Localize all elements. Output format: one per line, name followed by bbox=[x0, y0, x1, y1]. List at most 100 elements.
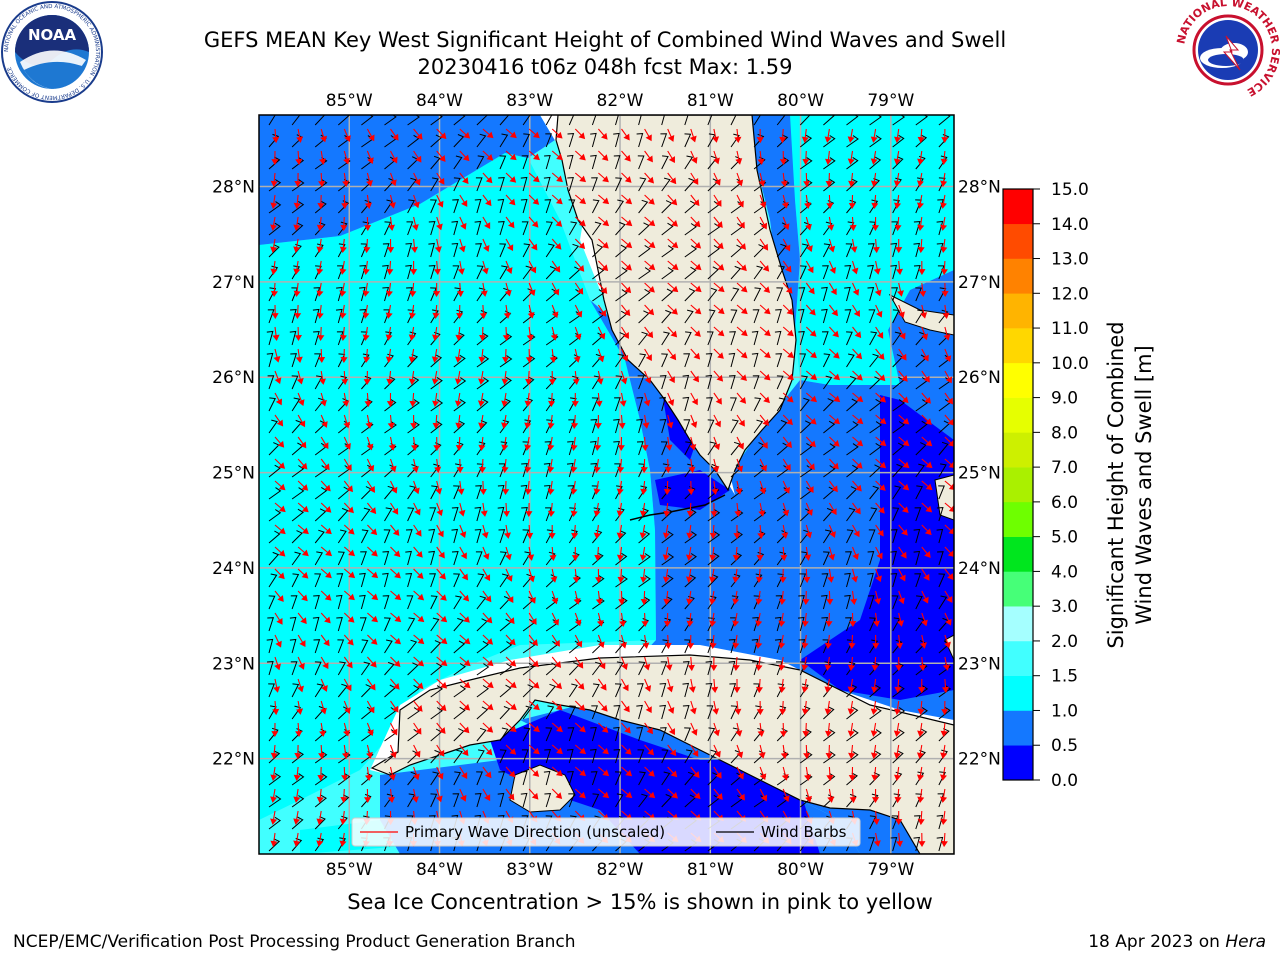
wind-barb bbox=[753, 397, 762, 412]
wave-arrow bbox=[898, 392, 909, 404]
wave-arrow bbox=[875, 348, 885, 360]
wave-arrow bbox=[644, 172, 655, 184]
wind-barb bbox=[890, 573, 898, 588]
wave-arrow bbox=[594, 546, 602, 562]
wind-barb bbox=[707, 727, 716, 742]
wind-barb bbox=[613, 155, 621, 170]
wind-barb bbox=[268, 683, 275, 698]
wave-arrow bbox=[713, 722, 720, 737]
wave-arrow bbox=[294, 326, 302, 342]
colorbar-cell bbox=[1003, 189, 1033, 225]
wave-arrow bbox=[852, 458, 863, 469]
wind-barb bbox=[683, 419, 691, 434]
wave-arrow bbox=[362, 260, 370, 275]
wave-arrow bbox=[482, 612, 493, 624]
wind-barb bbox=[384, 221, 392, 236]
wind-barb bbox=[915, 463, 925, 478]
wave-arrow bbox=[644, 370, 652, 384]
wave-arrow bbox=[851, 568, 858, 583]
wind-barb bbox=[890, 264, 898, 280]
wave-arrow bbox=[459, 700, 471, 711]
wave-arrow bbox=[274, 656, 281, 671]
wave-arrow bbox=[852, 282, 860, 296]
wave-arrow bbox=[853, 855, 859, 867]
wave-arrow bbox=[733, 525, 741, 540]
wind-barb bbox=[266, 330, 274, 346]
wind-barb bbox=[937, 199, 945, 214]
wind-barb bbox=[660, 441, 668, 456]
wave-arrow bbox=[941, 678, 950, 694]
wave-arrow bbox=[270, 282, 279, 298]
wave-arrow bbox=[505, 546, 512, 561]
wind-barb bbox=[730, 115, 737, 126]
wind-barb bbox=[615, 199, 625, 214]
wind-barb bbox=[914, 573, 922, 588]
wave-arrow bbox=[547, 436, 555, 451]
wave-arrow bbox=[805, 326, 817, 337]
wave-arrow bbox=[617, 458, 625, 473]
wave-arrow bbox=[759, 370, 771, 381]
wave-arrow bbox=[551, 260, 561, 273]
wave-arrow bbox=[917, 238, 925, 254]
wind-barb bbox=[938, 309, 949, 324]
wave-arrow bbox=[598, 766, 610, 777]
wave-arrow bbox=[504, 282, 512, 297]
wave-arrow bbox=[621, 238, 633, 249]
wind-barb bbox=[384, 376, 396, 390]
wave-arrow bbox=[829, 392, 841, 403]
wave-arrow bbox=[342, 172, 350, 187]
wind-barb bbox=[337, 551, 345, 566]
wave-arrow bbox=[826, 590, 834, 606]
wave-arrow bbox=[295, 855, 300, 868]
wave-arrow bbox=[852, 348, 863, 360]
wind-barb bbox=[661, 553, 675, 566]
wind-barb bbox=[730, 287, 740, 302]
wave-arrow bbox=[574, 700, 586, 711]
wave-arrow bbox=[505, 238, 514, 252]
wind-barb bbox=[797, 308, 805, 324]
wind-barb bbox=[337, 794, 350, 808]
wave-arrow bbox=[505, 766, 516, 778]
wave-arrow bbox=[478, 414, 486, 429]
wave-arrow bbox=[643, 392, 651, 407]
wave-arrow bbox=[411, 216, 419, 231]
ocean-band-05-10-north bbox=[259, 115, 555, 245]
wave-arrow bbox=[390, 678, 400, 690]
wave-arrow bbox=[713, 370, 724, 382]
wave-arrow bbox=[779, 128, 787, 144]
wave-arrow bbox=[413, 678, 424, 690]
wind-barb bbox=[522, 419, 532, 434]
wave-arrow bbox=[870, 700, 878, 715]
wave-arrow bbox=[433, 282, 441, 298]
lat-label-right: 22°N bbox=[958, 750, 1000, 770]
wind-barb bbox=[821, 594, 828, 610]
wave-arrow bbox=[367, 568, 379, 579]
wave-arrow bbox=[755, 612, 763, 627]
wave-arrow bbox=[760, 855, 769, 864]
wave-arrow bbox=[895, 239, 903, 254]
wave-arrow bbox=[943, 855, 948, 868]
wind-barb bbox=[520, 484, 528, 500]
wind-barb bbox=[590, 463, 598, 478]
wave-arrow bbox=[551, 678, 563, 690]
wave-arrow bbox=[413, 480, 420, 495]
wave-arrow bbox=[482, 656, 494, 667]
wind-barb bbox=[291, 551, 302, 566]
wave-arrow bbox=[645, 855, 655, 864]
wave-arrow bbox=[829, 370, 840, 381]
wind-barb bbox=[591, 507, 601, 522]
wind-barb bbox=[336, 617, 343, 632]
wind-barb bbox=[869, 398, 882, 412]
lon-label-top: 82°W bbox=[597, 91, 644, 111]
wind-barb bbox=[869, 464, 881, 478]
wave-arrow bbox=[917, 722, 925, 737]
wind-barb bbox=[636, 726, 644, 742]
wind-barb bbox=[522, 115, 531, 126]
wave-arrow bbox=[756, 546, 764, 562]
wind-barb bbox=[892, 156, 904, 170]
wind-barb bbox=[892, 199, 900, 214]
wave-arrow bbox=[875, 326, 884, 339]
wave-arrow bbox=[621, 194, 633, 205]
wave-arrow bbox=[920, 304, 928, 319]
wave-arrow bbox=[482, 700, 494, 711]
